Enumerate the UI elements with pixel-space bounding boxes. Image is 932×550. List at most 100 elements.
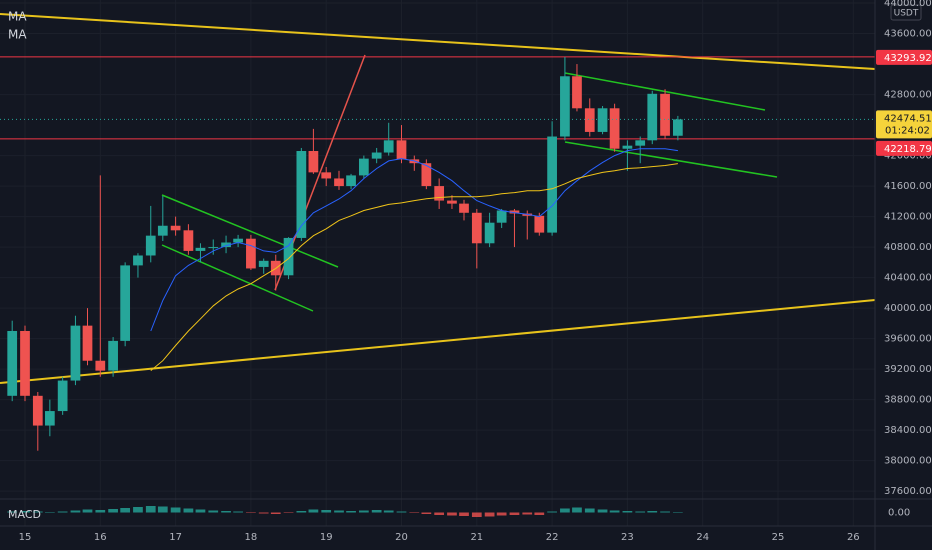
candle-body [447, 200, 457, 204]
legend-entry: MA [8, 10, 27, 24]
candle-body [32, 395, 43, 426]
histogram-bar [622, 511, 633, 513]
histogram-bar [283, 512, 294, 513]
candle-body [108, 340, 118, 371]
y-tick-label: 42800.00 [884, 90, 932, 101]
histogram-bar [145, 506, 156, 513]
histogram-bar [321, 510, 332, 513]
histogram-bar [334, 510, 344, 513]
x-tick-label: 19 [320, 532, 333, 543]
candle-body [170, 225, 181, 231]
candle-body [233, 238, 243, 243]
histogram-bar [157, 506, 168, 513]
histogram-bar [597, 509, 608, 513]
candle-body [396, 140, 407, 160]
candle-body [547, 136, 557, 233]
candle-body [246, 238, 256, 269]
grid [0, 0, 875, 526]
candle-body [647, 93, 658, 141]
level-box [876, 140, 932, 156]
y-tick-label: 40800.00 [884, 242, 932, 253]
trend-line [0, 13, 876, 70]
indicator-name: MACD [8, 508, 41, 521]
candle-body [421, 163, 432, 187]
histogram-bar [82, 509, 93, 513]
histogram-bar [32, 511, 43, 513]
level-box [876, 49, 932, 65]
candle-body [660, 93, 670, 136]
histogram-bar [522, 512, 533, 515]
candle-body [672, 119, 683, 136]
y-tick-label: 38800.00 [884, 395, 932, 406]
candle-body [358, 158, 369, 176]
last-price-label: 42474.51 [884, 113, 932, 124]
histogram-bar [20, 511, 30, 513]
histogram-bar [133, 507, 143, 513]
candle-body [70, 325, 81, 381]
candle-body [334, 178, 344, 187]
x-tick-label: 26 [847, 532, 860, 543]
y-tick-label: 38400.00 [884, 425, 932, 436]
histogram-bar [57, 511, 68, 513]
histogram-bar [270, 512, 281, 514]
histogram-bar [170, 507, 181, 513]
histogram-bar [409, 512, 420, 513]
histogram-bar [95, 510, 106, 513]
candle-body [584, 108, 595, 132]
x-tick-label: 16 [94, 532, 107, 543]
histogram-bar [120, 508, 131, 513]
y-tick-label: 41600.00 [884, 181, 932, 192]
y-tick-label: 44000.00 [884, 0, 932, 9]
x-tick-label: 22 [546, 532, 559, 543]
indicator-tick-label: 0.00 [888, 508, 910, 519]
candle-body [371, 152, 382, 159]
histogram-bar [421, 512, 432, 514]
candle-body [509, 210, 520, 214]
histogram-bar [7, 511, 18, 513]
last-price-box [876, 110, 932, 139]
candle-body [133, 255, 143, 266]
candle-body [208, 247, 219, 249]
level-label: 42218.79 [884, 144, 932, 155]
y-tick-label: 40400.00 [884, 273, 932, 284]
candle-body [7, 330, 18, 396]
legend-entry: MA [8, 28, 27, 42]
histogram-bar [647, 511, 658, 513]
candle-body [308, 151, 319, 173]
histogram-bar [233, 511, 243, 513]
ma-line [150, 148, 678, 332]
histogram-bar [434, 512, 445, 515]
x-tick-label: 23 [621, 532, 634, 543]
histogram-bar [672, 512, 683, 513]
candle-body [534, 215, 545, 233]
candle-body [383, 140, 394, 153]
x-tick-label: 20 [395, 532, 408, 543]
y-tick-label: 43600.00 [884, 29, 932, 40]
candle-body [622, 145, 633, 149]
x-tick-label: 15 [19, 532, 32, 543]
x-tick-label: 25 [772, 532, 785, 543]
y-tick-label: 39600.00 [884, 334, 932, 345]
x-tick-label: 17 [169, 532, 182, 543]
histogram-bar [471, 512, 482, 517]
drawings [0, 13, 876, 384]
currency-box[interactable] [890, 4, 922, 21]
y-tick-label: 39200.00 [884, 364, 932, 375]
histogram-bar [572, 507, 582, 513]
histogram-bar [459, 512, 469, 516]
y-tick-label: 40000.00 [884, 303, 932, 314]
candle-body [44, 411, 55, 426]
candle-body [434, 186, 445, 201]
candle-body [471, 212, 482, 244]
level-label: 43293.92 [884, 53, 932, 64]
histogram-bar [346, 511, 356, 513]
histogram-bar [246, 512, 256, 513]
candle-body [221, 242, 231, 248]
histogram-bar [660, 511, 670, 513]
candle-body [183, 230, 194, 251]
histogram-bar [547, 511, 557, 513]
x-tick-label: 18 [245, 532, 258, 543]
ma-line [150, 163, 678, 371]
histogram-bar [221, 511, 231, 513]
